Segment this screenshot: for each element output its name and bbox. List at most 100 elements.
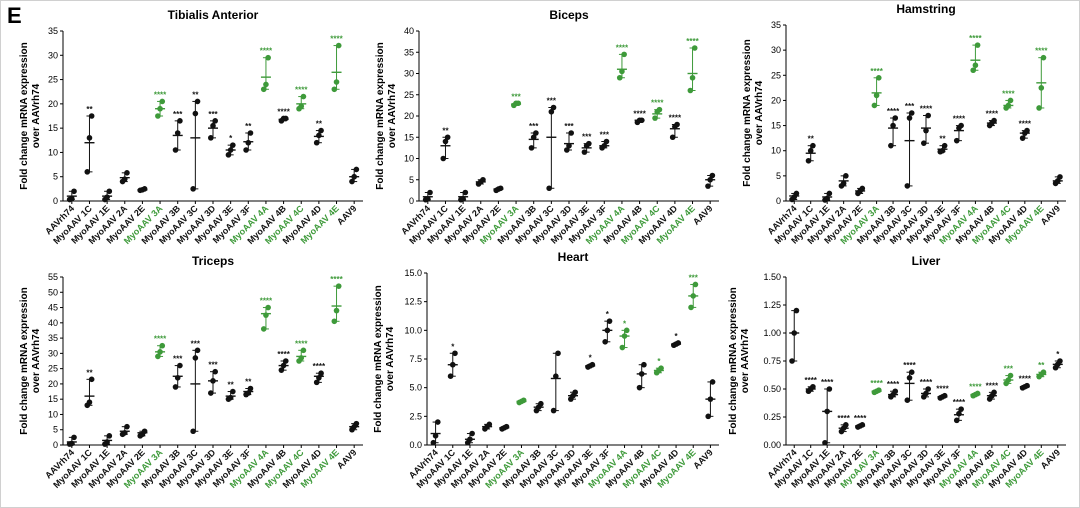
data-point [692,281,699,288]
significance-label: *** [1004,365,1014,374]
data-point [566,142,572,149]
data-point [335,283,342,289]
data-point [265,54,271,61]
y-tick-label: 35 [48,26,58,36]
y-tick-label: 55 [48,272,58,282]
data-point [192,355,199,361]
y-tick-label: 50 [48,287,58,297]
significance-label: **** [953,115,966,124]
y-tick-label: 0.25 [763,412,781,422]
y-tick-label: 15 [48,123,58,133]
data-point [172,147,179,153]
data-point [260,86,267,93]
data-point [440,155,447,162]
x-tick-label: AAV9 [691,203,715,227]
data-point [904,183,911,189]
data-point [430,439,437,446]
data-point [843,173,849,179]
data-point [1036,105,1042,111]
data-point [1024,382,1030,389]
y-tick-label: 30 [404,69,414,79]
data-point [71,188,77,195]
data-point [1040,369,1047,376]
y-axis-label: Fold change mRNA expressionover AAVrh74 [19,42,42,189]
data-point [194,98,201,105]
significance-label: **** [1019,375,1032,384]
significance-label: *** [905,102,915,111]
y-tick-label: 10 [404,154,414,164]
significance-label: ** [808,135,815,144]
data-point [589,361,596,368]
significance-label: **** [903,361,916,370]
data-point [247,385,254,392]
data-point [212,368,218,375]
data-point [956,410,962,417]
chart-title: Heart [558,250,589,264]
data-point [601,142,608,149]
data-point [155,353,161,360]
data-point [621,333,628,339]
data-point [875,387,882,393]
data-point [88,376,95,383]
data-point [227,147,234,153]
y-axis-label: Fold change mRNA expressionover AAVrh74 [742,39,765,186]
significance-label: * [623,319,627,328]
data-point [245,390,252,396]
data-point [469,430,475,437]
y-tick-label: 20 [48,99,58,109]
data-point [447,373,454,380]
data-point [497,185,504,192]
data-point [449,361,456,368]
data-point [335,42,342,49]
data-point [840,180,847,187]
significance-label: * [589,354,593,363]
data-point [1005,102,1012,109]
data-point [245,139,252,146]
y-tick-label: 20 [771,95,781,105]
data-point [194,347,201,354]
y-axis-label-line: Fold change mRNA expression [19,42,30,189]
data-point [69,440,75,447]
y-tick-label: 0 [776,196,781,206]
data-point [538,400,544,407]
y-axis-label-line: over AAVrh74 [31,328,42,393]
significance-label: **** [330,35,343,44]
data-point [155,113,161,119]
data-point [991,117,997,124]
data-point [106,433,113,439]
data-point [141,428,148,435]
data-point [623,327,630,334]
data-point [86,135,93,141]
data-point [810,142,816,149]
data-point [260,326,267,332]
data-point [826,190,833,197]
data-point [333,307,340,314]
y-tick-label: 7.5 [409,354,422,364]
data-point [690,293,697,299]
data-point [810,383,816,390]
y-tick-label: 30 [48,348,58,358]
data-point [104,194,110,200]
data-point [709,172,716,179]
data-point [331,86,338,93]
y-tick-label: 40 [404,26,414,36]
data-point [904,397,911,404]
data-point [652,115,658,121]
significance-label: **** [330,275,343,284]
data-point [669,134,676,141]
y-tick-label: 5 [53,172,58,182]
chart-title: Triceps [192,254,234,268]
significance-label: **** [821,378,834,387]
y-tick-label: 5 [776,171,781,181]
data-point [619,344,626,351]
data-point [263,312,269,318]
data-point [263,81,269,88]
y-tick-label: 10 [771,146,781,156]
data-point [974,390,981,397]
significance-label: **** [953,398,966,407]
data-point [875,75,882,81]
significance-label: **** [920,378,933,387]
data-point [658,365,664,371]
data-point [177,362,183,369]
